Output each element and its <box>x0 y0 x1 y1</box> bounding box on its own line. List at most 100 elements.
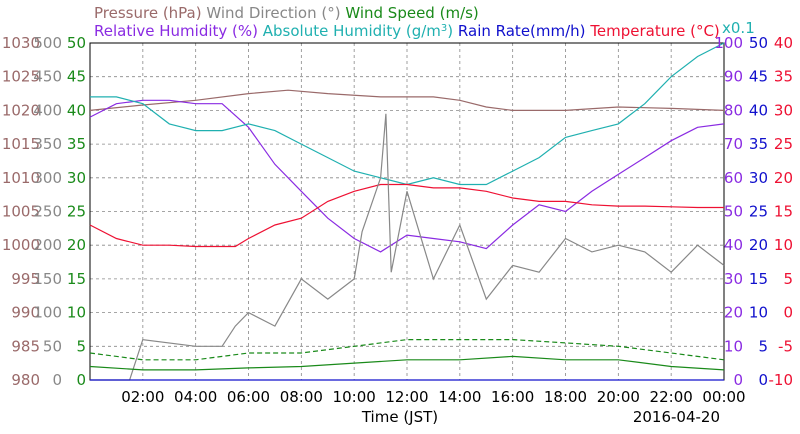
y-tick-label-pressure: 1010 <box>2 169 40 187</box>
y-tick-label-temperature: 35 <box>774 68 793 86</box>
y-tick-label-temperature: -10 <box>769 371 794 389</box>
legend-row-2: Relative Humidity (%) Absolute Humidity … <box>94 22 720 40</box>
y-tick-label-humidity: 70 <box>724 135 743 153</box>
y-tick-label-rain_rate: 0 <box>758 371 768 389</box>
y-tick-label-temperature: 0 <box>783 304 793 322</box>
x-tick-label: 20:00 <box>597 388 640 406</box>
legend-entry-close: ) <box>447 22 453 40</box>
x-tick-label: 10:00 <box>333 388 376 406</box>
y-tick-label-temperature: 25 <box>774 135 793 153</box>
y-tick-label-pressure: 1020 <box>2 101 40 119</box>
legend-entry: Relative Humidity (%) <box>94 22 258 40</box>
x-tick-label: 08:00 <box>280 388 323 406</box>
y-tick-label-wind_speed: 40 <box>67 101 86 119</box>
y-tick-label-rain_rate: 40 <box>749 101 768 119</box>
y-tick-label-temperature: 30 <box>774 101 793 119</box>
y-tick-label-temperature: 15 <box>774 203 793 221</box>
y-tick-label-wind_speed: 5 <box>76 337 86 355</box>
legend-entry: Temperature (°C) <box>586 22 720 40</box>
y-tick-label-pressure: 990 <box>11 304 40 322</box>
y-tick-label-temperature: 20 <box>774 169 793 187</box>
y-tick-label-wind_dir: 350 <box>33 135 62 153</box>
x-tick-label: 18:00 <box>544 388 587 406</box>
y-tick-label-pressure: 985 <box>11 337 40 355</box>
legend-entry: Wind Speed (m/s) <box>341 4 479 22</box>
legend-entry: Rain Rate(mm/h) <box>453 22 585 40</box>
y-tick-label-humidity: 20 <box>724 304 743 322</box>
y-tick-label-temperature: 5 <box>783 270 793 288</box>
legend-superscript: 3 <box>441 23 447 34</box>
y-tick-label-pressure: 1025 <box>2 68 40 86</box>
y-tick-label-wind_speed: 45 <box>67 68 86 86</box>
y-tick-label-wind_dir: 200 <box>33 236 62 254</box>
y-tick-label-rain_rate: 5 <box>758 337 768 355</box>
legend-row-1: Pressure (hPa) Wind Direction (°) Wind S… <box>94 4 479 22</box>
y-tick-label-humidity: 90 <box>724 68 743 86</box>
y-tick-label-temperature: 40 <box>774 34 793 52</box>
series-relative-humidity <box>89 99 725 253</box>
y-tick-label-humidity: 60 <box>724 169 743 187</box>
x-tick-label: 14:00 <box>438 388 481 406</box>
x-tick-label: 02:00 <box>121 388 164 406</box>
x-tick-label: 22:00 <box>650 388 693 406</box>
y-tick-label-wind_dir: 0 <box>52 371 62 389</box>
y-tick-label-wind_speed: 30 <box>67 169 86 187</box>
y-tick-label-wind_dir: 250 <box>33 203 62 221</box>
y-tick-label-humidity: 0 <box>733 371 743 389</box>
y-tick-label-wind_dir: 300 <box>33 169 62 187</box>
y-tick-label-wind_speed: 20 <box>67 236 86 254</box>
series-layer <box>89 42 725 381</box>
y-tick-label-wind_dir: 450 <box>33 68 62 86</box>
y-tick-label-wind_dir: 400 <box>33 101 62 119</box>
y-tick-label-humidity: 10 <box>724 337 743 355</box>
legend-entry: Pressure (hPa) <box>94 4 202 22</box>
absolute-humidity-scale-note: x0.1 <box>722 19 755 37</box>
y-tick-label-wind_dir: 500 <box>33 34 62 52</box>
y-tick-label-pressure: 1000 <box>2 236 40 254</box>
y-tick-label-wind_speed: 50 <box>67 34 86 52</box>
x-tick-label: 06:00 <box>227 388 270 406</box>
series-wind-direction <box>90 113 725 381</box>
legend-entry: Absolute Humidity (g/m <box>258 22 441 40</box>
y-tick-label-pressure: 980 <box>11 371 40 389</box>
legend-entry: Wind Direction (°) <box>202 4 341 22</box>
y-tick-label-temperature: -5 <box>778 337 793 355</box>
y-tick-label-rain_rate: 20 <box>749 236 768 254</box>
grid <box>90 43 724 380</box>
x-axis-label: Time (JST) <box>361 408 438 426</box>
y-tick-label-humidity: 40 <box>724 236 743 254</box>
y-tick-label-rain_rate: 45 <box>749 68 768 86</box>
y-tick-label-temperature: 10 <box>774 236 793 254</box>
y-tick-label-rain_rate: 30 <box>749 169 768 187</box>
y-tick-label-rain_rate: 50 <box>749 34 768 52</box>
y-tick-label-wind_speed: 0 <box>76 371 86 389</box>
y-tick-label-wind_speed: 25 <box>67 203 86 221</box>
y-tick-label-pressure: 1015 <box>2 135 40 153</box>
y-tick-label-humidity: 100 <box>714 34 743 52</box>
y-tick-label-wind_dir: 100 <box>33 304 62 322</box>
y-tick-label-wind_speed: 35 <box>67 135 86 153</box>
y-tick-label-wind_speed: 10 <box>67 304 86 322</box>
y-tick-label-wind_dir: 150 <box>33 270 62 288</box>
y-tick-label-wind_dir: 50 <box>43 337 62 355</box>
series-wind-speed <box>89 355 725 371</box>
x-tick-label: 16:00 <box>491 388 534 406</box>
y-tick-label-pressure: 995 <box>11 270 40 288</box>
series-wind-speed-gust <box>89 339 725 361</box>
x-tick-label: 00:00 <box>702 388 745 406</box>
y-tick-label-rain_rate: 10 <box>749 304 768 322</box>
series-temperature <box>89 183 724 248</box>
y-tick-label-rain_rate: 25 <box>749 203 768 221</box>
y-tick-label-pressure: 1005 <box>2 203 40 221</box>
y-tick-label-rain_rate: 35 <box>749 135 768 153</box>
y-tick-label-rain_rate: 15 <box>749 270 768 288</box>
legend: Pressure (hPa) Wind Direction (°) Wind S… <box>94 4 755 40</box>
date-label: 2016-04-20 <box>633 408 720 426</box>
y-tick-label-pressure: 1030 <box>2 34 40 52</box>
y-tick-label-humidity: 80 <box>724 101 743 119</box>
x-tick-label: 04:00 <box>174 388 217 406</box>
y-tick-label-wind_speed: 15 <box>67 270 86 288</box>
x-axis: 02:00 04:00 06:00 08:00 10:00 12:00 14:00 16:00… <box>121 388 745 406</box>
